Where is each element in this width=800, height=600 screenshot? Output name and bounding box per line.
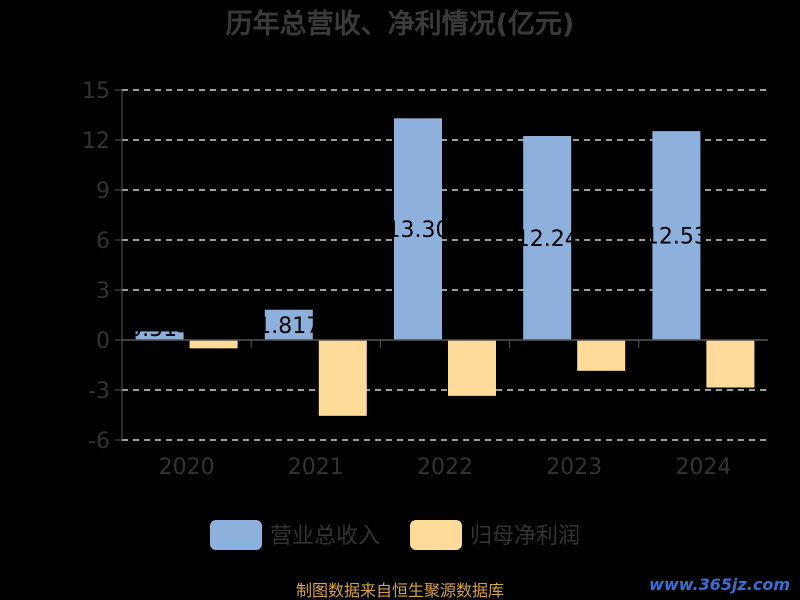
legend-swatch — [410, 520, 462, 550]
x-tick-label: 2023 — [546, 455, 602, 480]
legend-label: 归母净利润 — [470, 524, 580, 549]
x-axis: 2020 2021 2022 2023 2024 — [122, 339, 768, 480]
revenue-bar-2023 — [523, 136, 572, 340]
x-tick-label: 2024 — [675, 455, 731, 480]
y-tick-label: 9 — [96, 179, 110, 204]
legend-swatch — [210, 520, 262, 550]
profit-bar-2021 — [318, 340, 367, 416]
revenue-data-label: 12.53 — [645, 225, 708, 250]
y-tick-label: 0 — [96, 329, 110, 354]
profit-bar-2022 — [448, 340, 496, 396]
revenue-data-label: 0.514 — [128, 317, 191, 342]
revenue-bar-2020 — [135, 331, 184, 340]
y-tick-label: 6 — [96, 229, 110, 254]
bars: 0.514 1.817 13.30 12.24 12.53 — [128, 118, 755, 416]
watermark: www.365jz.com — [649, 575, 790, 594]
profit-bar-2020 — [189, 340, 238, 349]
revenue-bar-2021 — [264, 309, 313, 340]
revenue-data-label: 1.817 — [257, 314, 320, 339]
y-tick-label: -3 — [88, 379, 110, 404]
revenue-data-label: 12.24 — [516, 227, 579, 252]
revenue-data-label: 13.30 — [387, 218, 450, 243]
profit-bar-2024 — [706, 340, 755, 388]
revenue-bar-2022 — [394, 118, 442, 340]
revenue-bar-2024 — [652, 131, 701, 340]
x-tick-label: 2021 — [288, 455, 344, 480]
source-note: 制图数据来自恒生聚源数据库 — [296, 581, 504, 600]
gridlines — [122, 89, 768, 441]
y-tick-label: 12 — [82, 129, 110, 154]
y-tick-label: 15 — [82, 79, 110, 104]
legend-label: 营业总收入 — [270, 524, 380, 549]
y-tick-label: 3 — [96, 279, 110, 304]
profit-bar-2023 — [577, 340, 626, 371]
x-tick-label: 2022 — [417, 455, 473, 480]
y-tick-label: -6 — [88, 429, 110, 454]
legend: 营业总收入 归母净利润 — [210, 520, 580, 550]
chart-title: 历年总营收、净利情况(亿元) — [226, 8, 575, 40]
y-axis: 15 12 9 6 3 0 -3 -6 — [82, 79, 123, 454]
x-tick-label: 2020 — [159, 455, 215, 480]
